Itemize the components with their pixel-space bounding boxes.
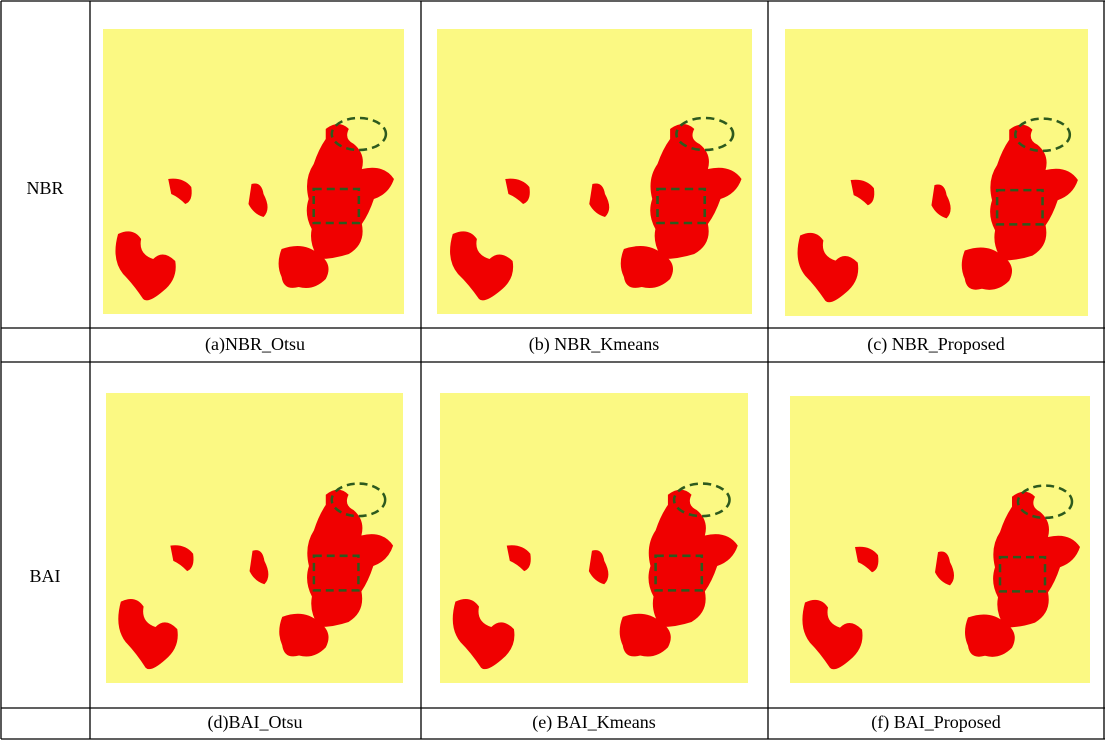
result-image <box>440 393 748 683</box>
result-image <box>785 29 1088 316</box>
caption: (c) NBR_Proposed <box>867 334 1005 355</box>
result-image <box>103 29 404 314</box>
row-label: NBR <box>26 178 63 198</box>
row-label: BAI <box>30 566 61 586</box>
caption: (e) BAI_Kmeans <box>532 712 655 733</box>
caption: (a)NBR_Otsu <box>205 334 305 355</box>
result-image <box>437 29 752 314</box>
caption: (b) NBR_Kmeans <box>529 334 659 355</box>
figure-table: NBR BAI (a)NBR_Otsu (b) NBR_Kmeans (c) N… <box>0 0 1106 740</box>
caption: (d)BAI_Otsu <box>208 712 303 733</box>
result-image <box>790 396 1090 683</box>
caption: (f) BAI_Proposed <box>871 712 1000 733</box>
result-image <box>106 393 403 683</box>
